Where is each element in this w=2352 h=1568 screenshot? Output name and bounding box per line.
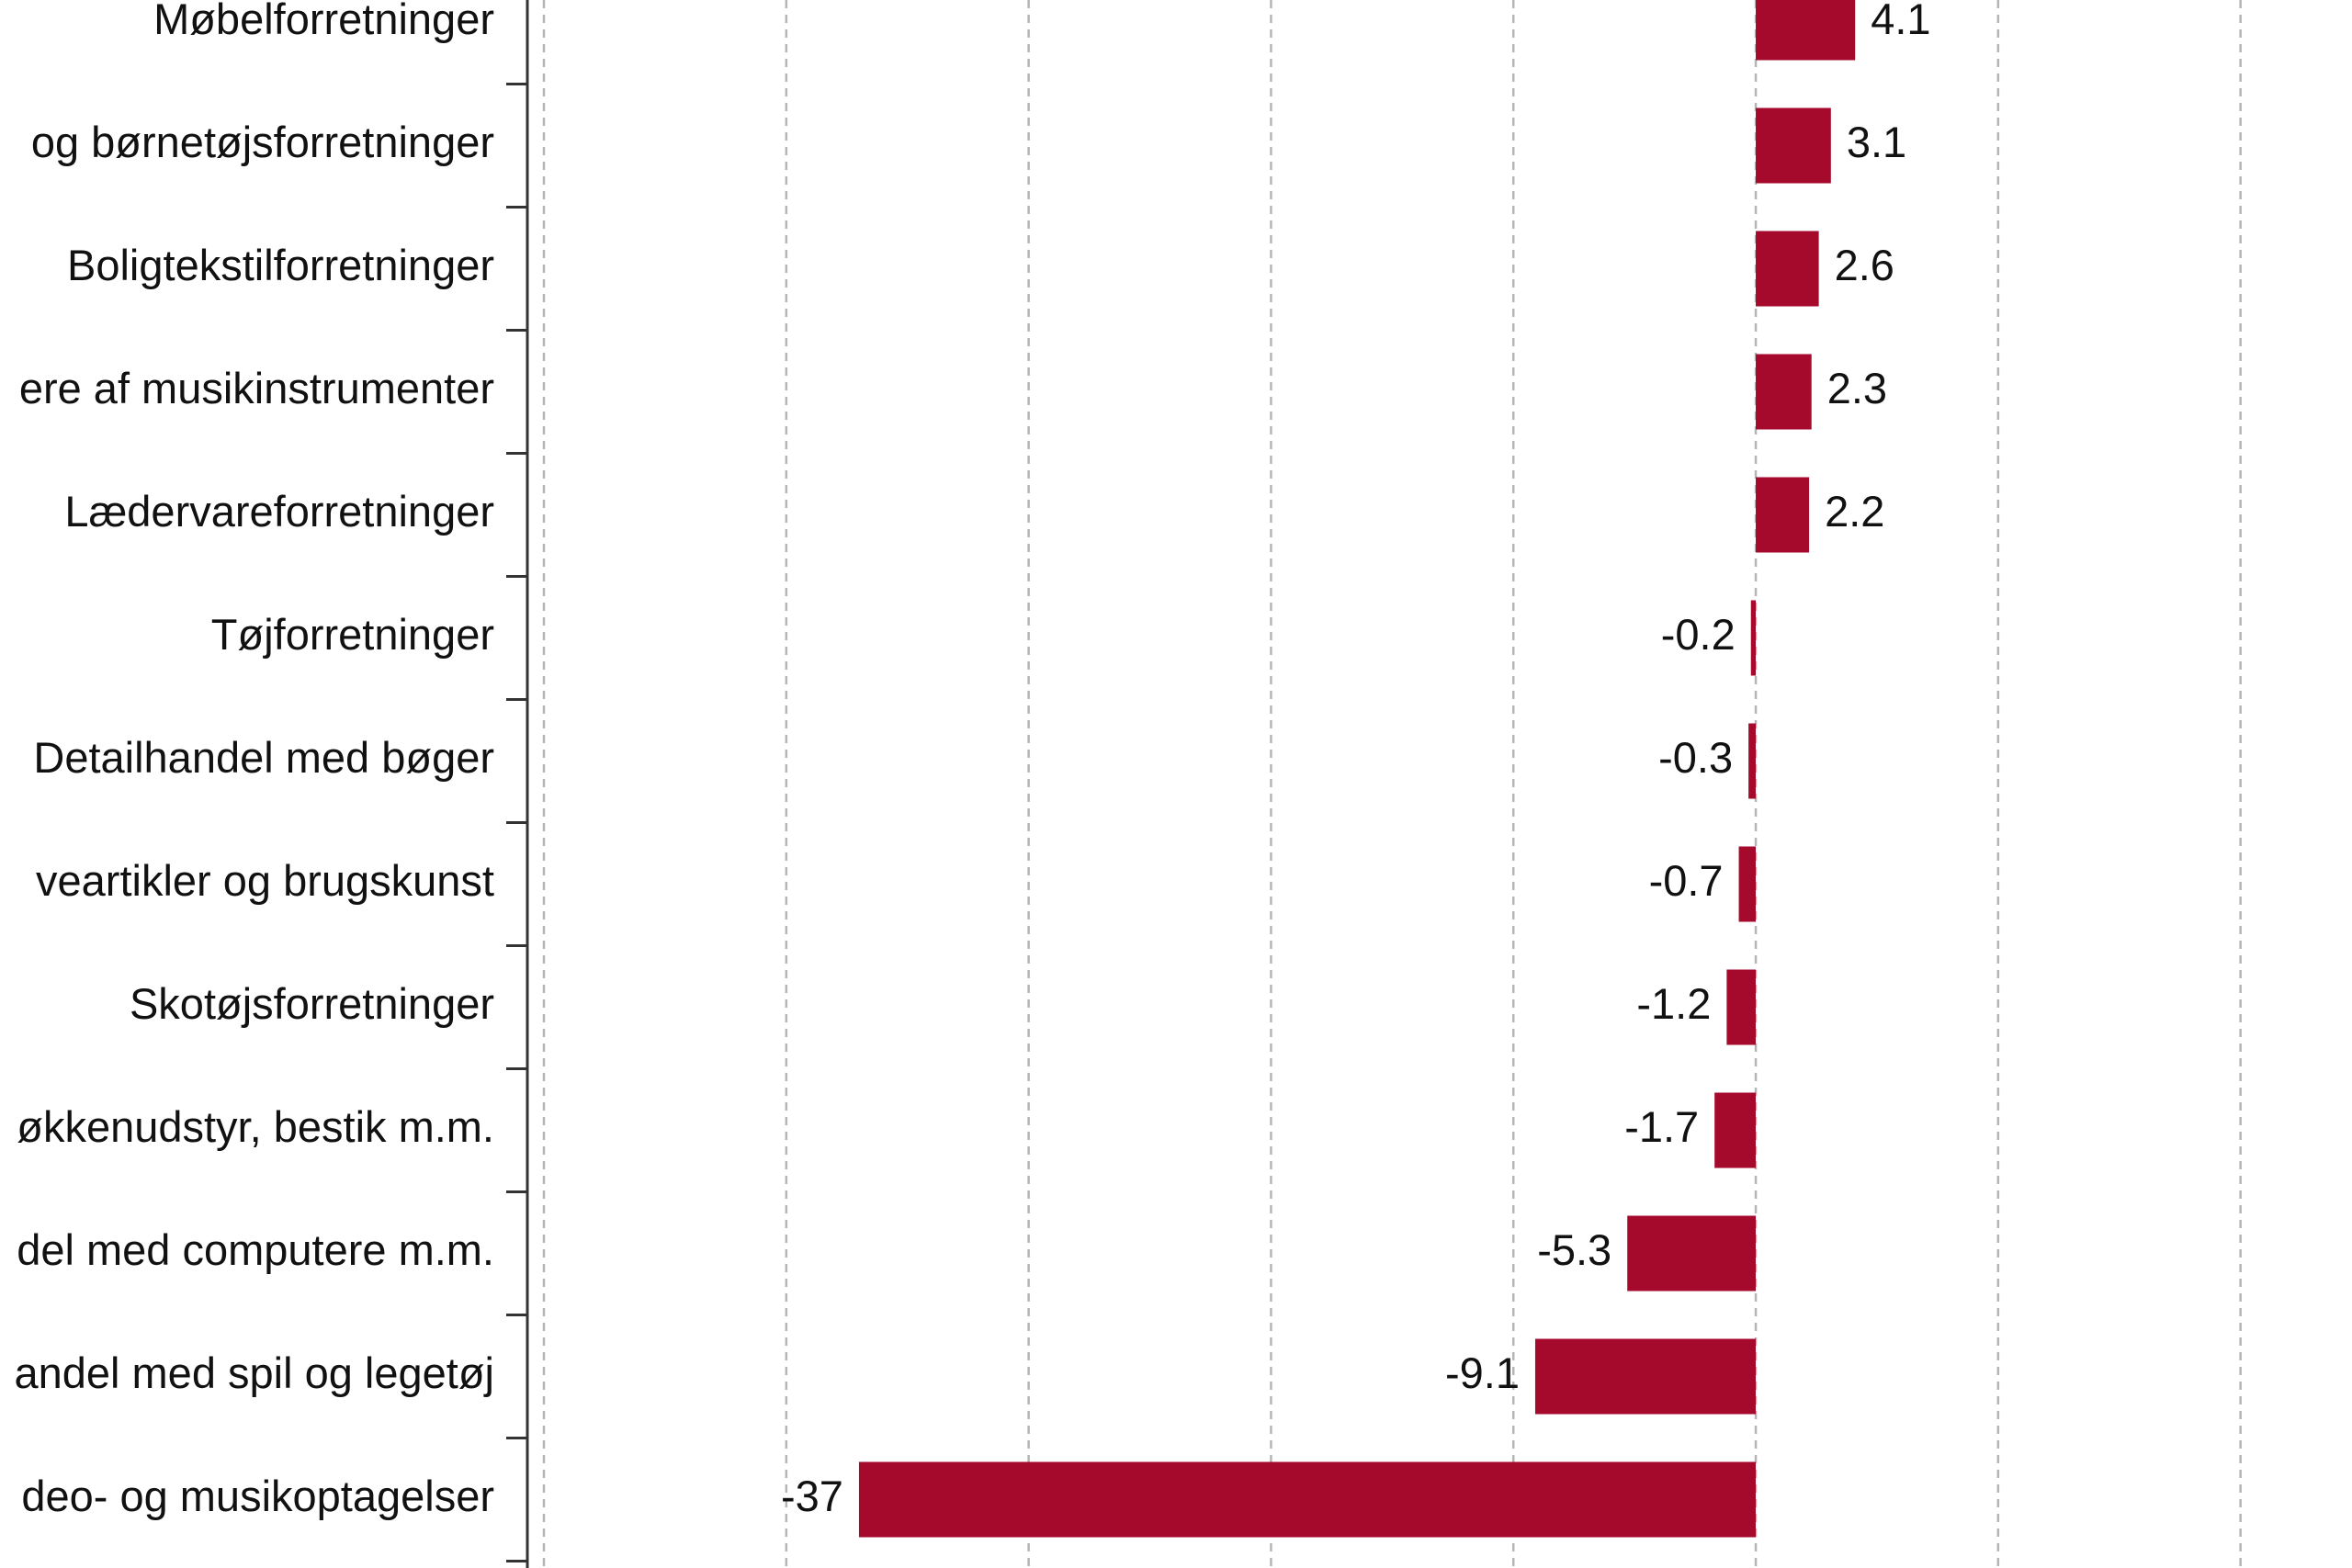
bar — [1738, 846, 1757, 922]
value-label: -0.2 — [1661, 610, 1736, 659]
bar — [1756, 0, 1856, 61]
value-label: 2.6 — [1835, 241, 1894, 289]
value-label: 2.2 — [1825, 487, 1884, 536]
y-tick-label: ere af musikinstrumenter — [19, 364, 494, 412]
bar — [1756, 354, 1812, 430]
value-label: -0.7 — [1649, 856, 1724, 905]
bar — [1627, 1215, 1757, 1292]
bar — [1714, 1092, 1757, 1168]
bar — [1756, 477, 1810, 553]
bar — [1534, 1338, 1757, 1415]
bar — [1750, 600, 1757, 676]
value-label: 2.3 — [1827, 364, 1887, 412]
bar — [858, 1461, 1757, 1538]
value-label: -1.7 — [1624, 1102, 1699, 1151]
y-tick-label: Lædervareforretninger — [64, 487, 494, 536]
value-label: -0.3 — [1658, 733, 1733, 782]
y-tick-label: andel med spil og legetøj — [14, 1348, 494, 1397]
y-tick-label: Detailhandel med bøger — [33, 733, 494, 782]
y-tick-label: Møbelforretninger — [153, 0, 494, 43]
value-label: 4.1 — [1871, 0, 1930, 43]
value-label: 3.1 — [1847, 118, 1906, 166]
y-tick-label: Tøjforretninger — [211, 610, 494, 659]
y-tick-label: økkenudstyr, bestik m.m. — [17, 1102, 494, 1151]
y-tick-label: og børnetøjsforretninger — [31, 118, 494, 166]
y-tick-label: deo- og musikoptagelser — [21, 1472, 494, 1520]
bar — [1726, 969, 1757, 1045]
value-label: -37 — [781, 1472, 843, 1520]
y-tick-label: Skotøjsforretninger — [130, 979, 494, 1028]
bar — [1756, 107, 1831, 184]
value-label: -1.2 — [1636, 979, 1711, 1028]
y-tick-label: Boligtekstilforretninger — [67, 241, 494, 289]
value-label: -5.3 — [1537, 1225, 1611, 1274]
value-label: -9.1 — [1445, 1348, 1520, 1397]
y-tick-label: veartikler og brugskunst — [36, 856, 494, 905]
y-tick-label: del med computere m.m. — [17, 1225, 494, 1274]
bar — [1748, 723, 1757, 799]
bar — [1756, 231, 1819, 307]
